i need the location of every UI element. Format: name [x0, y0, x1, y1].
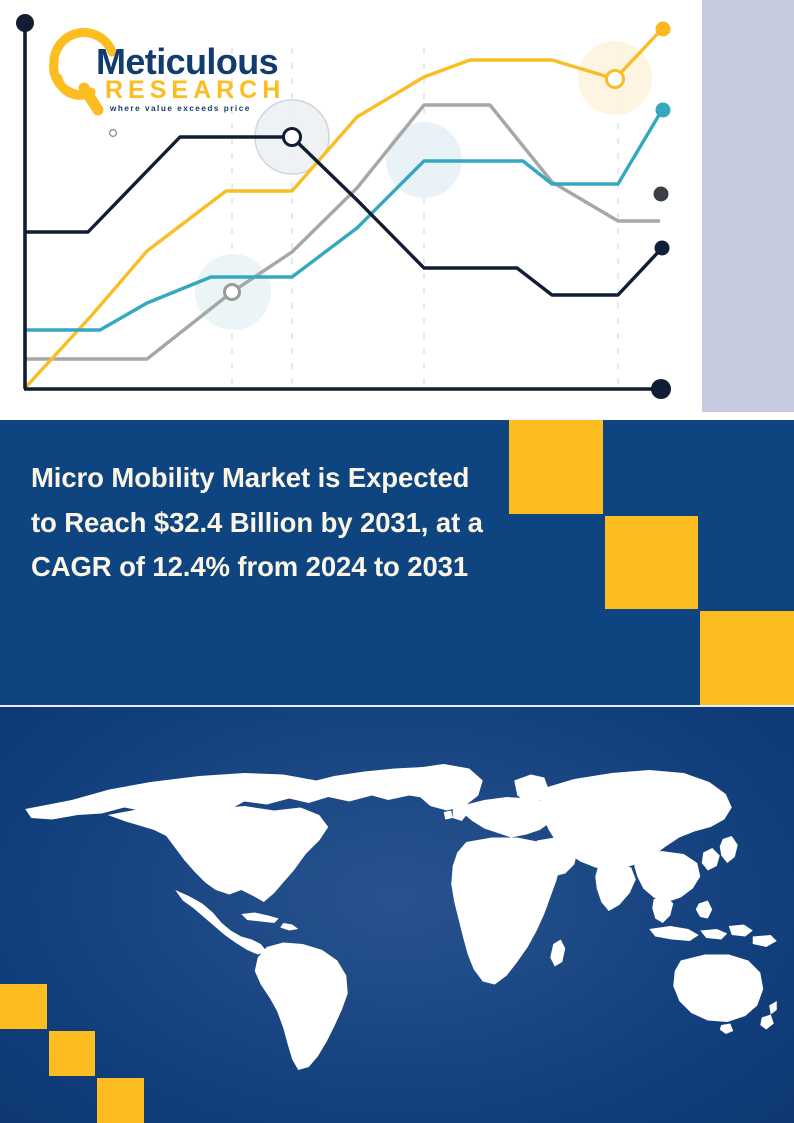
logo-subword: RESEARCH — [105, 76, 286, 104]
logo-wordmark: Meticulous — [96, 41, 279, 82]
chart-axis-dot-top — [16, 14, 34, 32]
checker-cell-0-2 — [700, 420, 794, 514]
stair-cell-1-2 — [97, 1031, 144, 1076]
meticulous-research-logo[interactable]: Meticulous RESEARCH where value exceeds … — [44, 26, 280, 118]
chart-marker-ring-yellow[interactable] — [605, 69, 625, 89]
chart-line-teal — [25, 109, 664, 332]
checker-cell-2-1 — [604, 611, 699, 705]
chart-axis-dot-right — [651, 379, 671, 399]
checker-cell-2-0 — [509, 611, 603, 705]
logo-tagline: where value exceeds price — [110, 104, 251, 113]
checker-cell-0-0 — [509, 420, 603, 514]
stair-cell-2-2 — [97, 1078, 144, 1123]
stair-cell-1-0 — [0, 1031, 47, 1076]
stair-cell-0-0 — [0, 984, 47, 1029]
checker-cell-1-0 — [509, 515, 603, 610]
checker-cell-2-2 — [700, 611, 794, 705]
page-title: Micro Mobility Market is Expected to Rea… — [31, 462, 483, 583]
chart-marker-ring-small — [108, 128, 118, 138]
stair-cell-2-0 — [0, 1078, 47, 1123]
chart-gridlines — [231, 48, 619, 388]
chart-endpoint-navy — [654, 240, 670, 256]
chart-line-navy — [25, 135, 664, 297]
chart-endpoint-yellow — [655, 21, 671, 37]
line-chart — [16, 14, 671, 399]
title-band: Micro Mobility Market is Expected to Rea… — [0, 420, 794, 705]
map-divider — [0, 705, 794, 707]
chart-endpoint-teal — [655, 102, 671, 118]
chart-endpoint-gray — [653, 186, 669, 202]
world-map — [25, 764, 777, 1070]
checker-cell-1-2 — [700, 515, 794, 610]
corner-stairs-pattern — [0, 984, 144, 1123]
checker-cell-0-1 — [604, 420, 699, 514]
chart-marker-ring-navy[interactable] — [282, 127, 302, 147]
checkerboard-pattern — [509, 420, 794, 705]
stair-cell-2-1 — [49, 1078, 96, 1123]
stair-cell-0-2 — [97, 984, 144, 1029]
chart-axes — [23, 25, 660, 391]
chart-band: Meticulous RESEARCH where value exceeds … — [0, 0, 794, 420]
stair-cell-1-1 — [48, 1031, 96, 1076]
world-map-band — [0, 705, 794, 1123]
chart-line-gray — [25, 103, 660, 361]
magnifying-glass-icon — [49, 28, 117, 116]
stair-cell-0-1 — [49, 984, 96, 1029]
right-lavender-band — [702, 0, 794, 412]
chart-line-yellow — [23, 27, 664, 390]
world-map-landmasses — [25, 764, 777, 1070]
checker-cell-1-1 — [604, 515, 699, 610]
chart-marker-ring-gray[interactable] — [223, 283, 241, 301]
